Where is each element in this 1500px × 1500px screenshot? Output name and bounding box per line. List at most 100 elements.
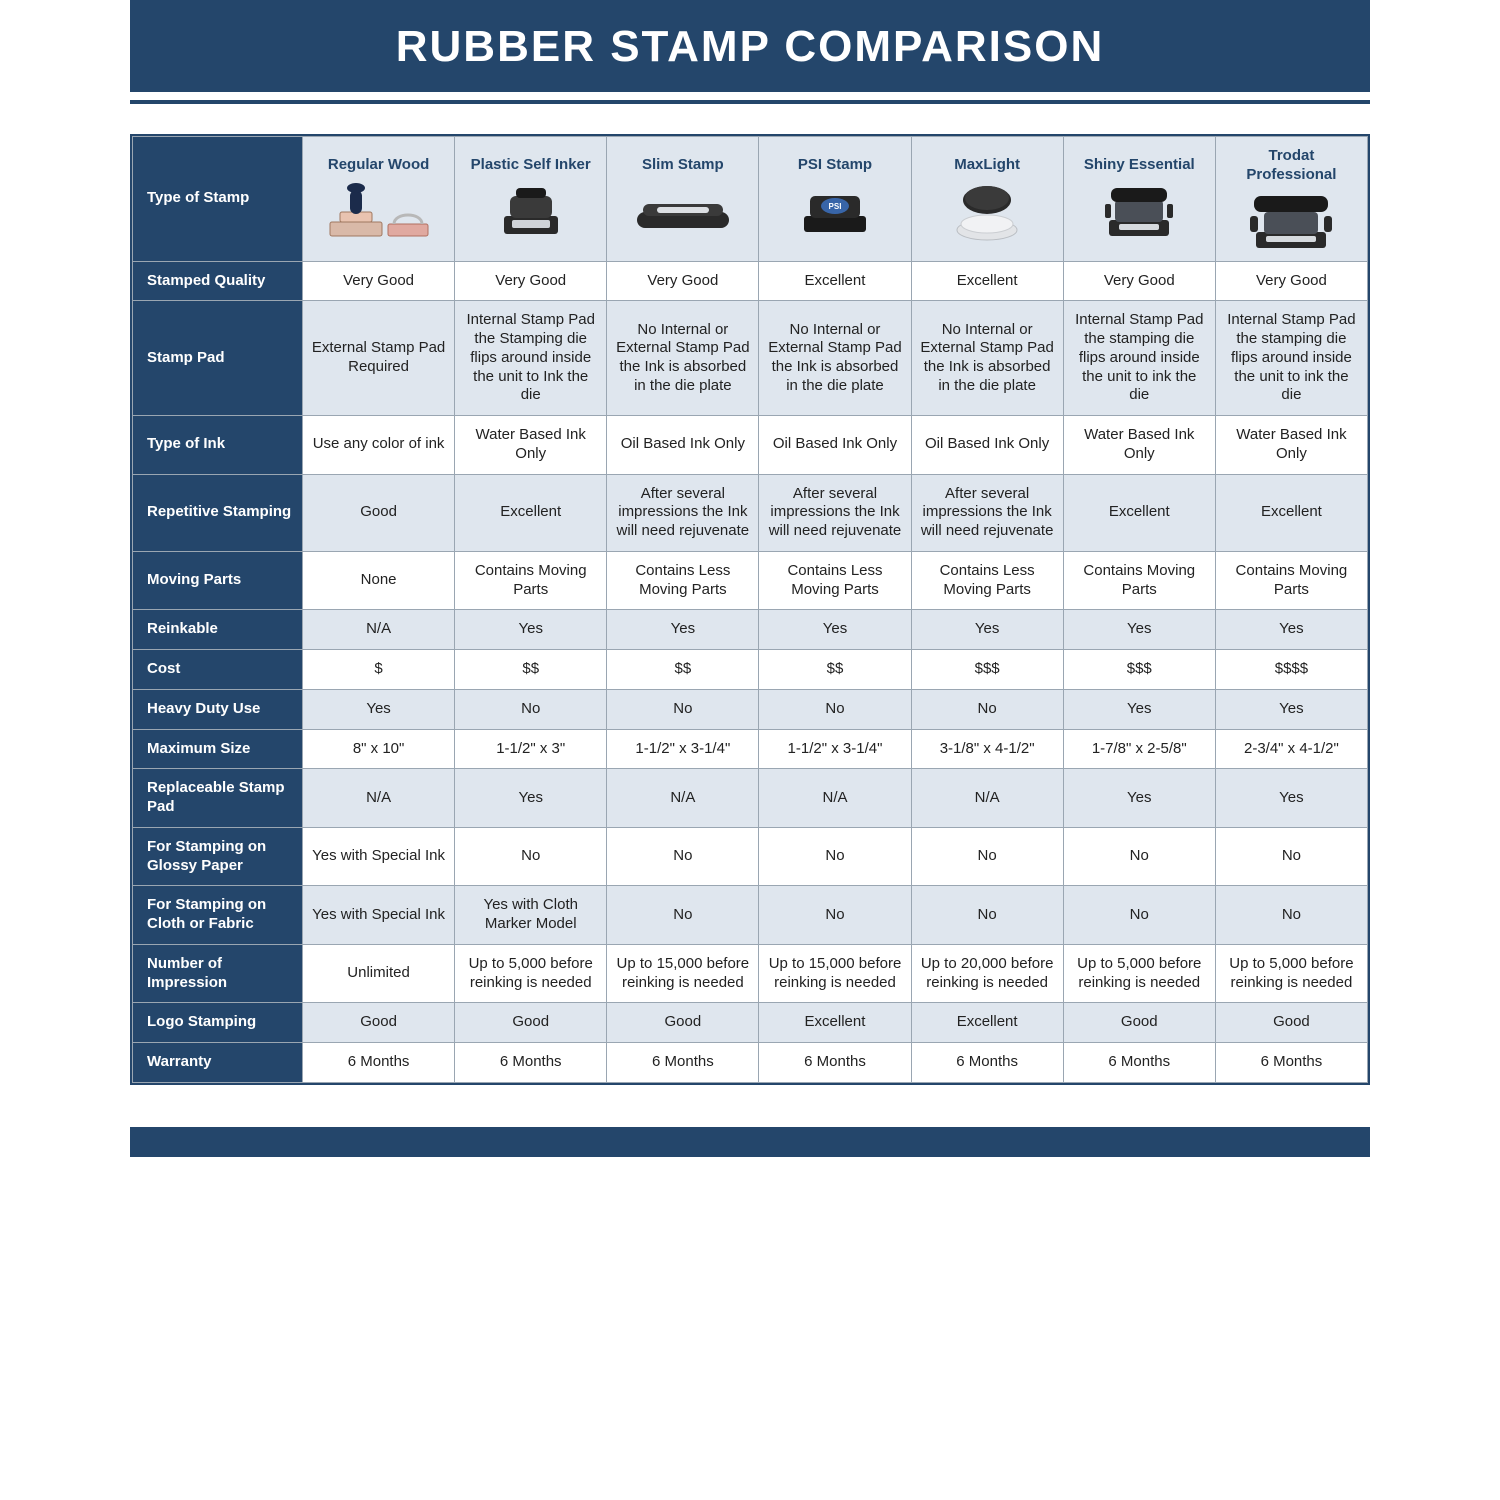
- table-row: Repetitive Stamping Good Excellent After…: [133, 474, 1368, 551]
- col-label: Slim Stamp: [613, 156, 752, 175]
- cell: $$: [455, 650, 607, 690]
- cell: No: [455, 689, 607, 729]
- cell: N/A: [607, 769, 759, 828]
- cell: No: [911, 886, 1063, 945]
- cell: After several impressions the Ink will n…: [607, 474, 759, 551]
- cell: Yes: [1215, 769, 1367, 828]
- cell: N/A: [303, 610, 455, 650]
- col-label: Trodat Professional: [1222, 147, 1361, 185]
- cell: No: [607, 827, 759, 886]
- col-label: MaxLight: [918, 156, 1057, 175]
- cell: No: [759, 827, 911, 886]
- cell: After several impressions the Ink will n…: [759, 474, 911, 551]
- cell: Excellent: [1063, 474, 1215, 551]
- cell: N/A: [911, 769, 1063, 828]
- cell: 6 Months: [455, 1043, 607, 1083]
- cell: No: [607, 886, 759, 945]
- table-row: Heavy Duty Use Yes No No No No Yes Yes: [133, 689, 1368, 729]
- cell: 2-3/4" x 4-1/2": [1215, 729, 1367, 769]
- cell: External Stamp Pad Required: [303, 301, 455, 416]
- title-rule: [130, 100, 1370, 104]
- cell: No Internal or External Stamp Pad the In…: [607, 301, 759, 416]
- row-label: Maximum Size: [133, 729, 303, 769]
- col-head-slim-stamp: Slim Stamp: [607, 137, 759, 262]
- cell: Internal Stamp Pad the stamping die flip…: [1063, 301, 1215, 416]
- maxlight-icon: [918, 179, 1057, 245]
- trodat-icon: [1222, 189, 1361, 255]
- cell: Excellent: [759, 1003, 911, 1043]
- cell: N/A: [759, 769, 911, 828]
- cell: No Internal or External Stamp Pad the In…: [759, 301, 911, 416]
- row-label: Replaceable Stamp Pad: [133, 769, 303, 828]
- cell: Yes: [455, 769, 607, 828]
- table-row: Cost $ $$ $$ $$ $$$ $$$ $$$$: [133, 650, 1368, 690]
- cell: Unlimited: [303, 944, 455, 1003]
- table-body: Stamped Quality Very Good Very Good Very…: [133, 261, 1368, 1082]
- col-label: Regular Wood: [309, 156, 448, 175]
- self-inker-icon: [461, 179, 600, 245]
- cell: Water Based Ink Only: [1215, 416, 1367, 475]
- cell: No: [911, 689, 1063, 729]
- col-head-trodat-professional: Trodat Professional: [1215, 137, 1367, 262]
- cell: Good: [1063, 1003, 1215, 1043]
- row-label: For Stamping on Cloth or Fabric: [133, 886, 303, 945]
- table-head: Type of Stamp Regular Wood: [133, 137, 1368, 262]
- row-label: Stamped Quality: [133, 261, 303, 301]
- cell: Contains Less Moving Parts: [759, 551, 911, 610]
- cell: N/A: [303, 769, 455, 828]
- row-label: Repetitive Stamping: [133, 474, 303, 551]
- cell: Yes: [1063, 769, 1215, 828]
- cell: Yes: [607, 610, 759, 650]
- cell: No Internal or External Stamp Pad the In…: [911, 301, 1063, 416]
- cell: Up to 5,000 before reinking is needed: [1215, 944, 1367, 1003]
- cell: Internal Stamp Pad the stamping die flip…: [1215, 301, 1367, 416]
- svg-text:PSI: PSI: [829, 202, 842, 211]
- table-row: Type of Ink Use any color of ink Water B…: [133, 416, 1368, 475]
- cell: 6 Months: [759, 1043, 911, 1083]
- cell: No: [1215, 886, 1367, 945]
- corner-cell: Type of Stamp: [133, 137, 303, 262]
- cell: 1-1/2" x 3-1/4": [759, 729, 911, 769]
- cell: Yes: [1063, 610, 1215, 650]
- cell: Up to 15,000 before reinking is needed: [607, 944, 759, 1003]
- cell: Yes: [1215, 610, 1367, 650]
- cell: Good: [303, 1003, 455, 1043]
- cell: Up to 20,000 before reinking is needed: [911, 944, 1063, 1003]
- cell: Yes: [759, 610, 911, 650]
- cell: No: [911, 827, 1063, 886]
- table-row: Logo Stamping Good Good Good Excellent E…: [133, 1003, 1368, 1043]
- cell: $$$: [911, 650, 1063, 690]
- cell: Very Good: [607, 261, 759, 301]
- cell: Good: [607, 1003, 759, 1043]
- cell: Yes with Cloth Marker Model: [455, 886, 607, 945]
- cell: Oil Based Ink Only: [607, 416, 759, 475]
- cell: Yes with Special Ink: [303, 827, 455, 886]
- cell: 8" x 10": [303, 729, 455, 769]
- col-label: PSI Stamp: [765, 156, 904, 175]
- cell: Good: [455, 1003, 607, 1043]
- row-label: Type of Ink: [133, 416, 303, 475]
- cell: Contains Less Moving Parts: [911, 551, 1063, 610]
- cell: No: [759, 886, 911, 945]
- table-row: Stamp Pad External Stamp Pad Required In…: [133, 301, 1368, 416]
- cell: $$$: [1063, 650, 1215, 690]
- title-band: RUBBER STAMP COMPARISON: [130, 0, 1370, 92]
- table-row: Replaceable Stamp Pad N/A Yes N/A N/A N/…: [133, 769, 1368, 828]
- cell: Yes: [1215, 689, 1367, 729]
- row-label: For Stamping on Glossy Paper: [133, 827, 303, 886]
- cell: 1-1/2" x 3-1/4": [607, 729, 759, 769]
- col-label: Plastic Self Inker: [461, 156, 600, 175]
- column-header-row: Type of Stamp Regular Wood: [133, 137, 1368, 262]
- footer-bar: [130, 1127, 1370, 1157]
- row-label: Heavy Duty Use: [133, 689, 303, 729]
- cell: $$: [759, 650, 911, 690]
- cell: Contains Moving Parts: [455, 551, 607, 610]
- cell: 6 Months: [607, 1043, 759, 1083]
- table-row: For Stamping on Cloth or Fabric Yes with…: [133, 886, 1368, 945]
- comparison-table-wrap: Type of Stamp Regular Wood: [130, 134, 1370, 1085]
- slim-stamp-icon: [613, 179, 752, 245]
- row-label: Cost: [133, 650, 303, 690]
- col-head-shiny-essential: Shiny Essential: [1063, 137, 1215, 262]
- col-head-plastic-self-inker: Plastic Self Inker: [455, 137, 607, 262]
- cell: Very Good: [303, 261, 455, 301]
